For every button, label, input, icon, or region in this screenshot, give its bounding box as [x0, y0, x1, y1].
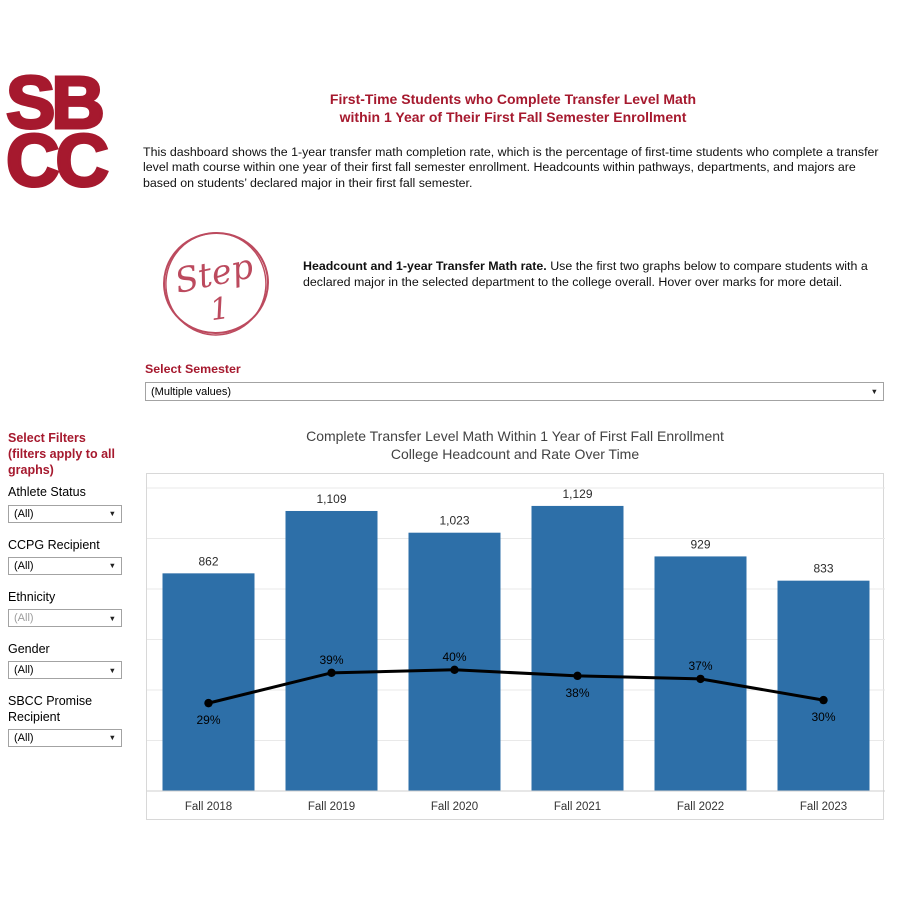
- filter-block: Gender (All) ▼: [8, 642, 128, 680]
- filter-block: Athlete Status (All) ▼: [8, 485, 128, 523]
- chevron-down-icon: ▼: [870, 387, 878, 396]
- page-title-line2: within 1 Year of Their First Fall Semest…: [339, 109, 687, 126]
- rate-point-fall-2023[interactable]: [819, 695, 828, 705]
- filter-dropdown-athlete-status[interactable]: (All) ▼: [8, 504, 122, 523]
- step-circle-outline-2: [165, 232, 267, 336]
- filter-block: SBCC Promise Recipient (All) ▼: [8, 694, 128, 747]
- rate-label-fall-2021: 38%: [565, 686, 589, 700]
- headcount-rate-chart-panel: 862 1,109 1,023 1,129 929 833 29% 39% 40% 38% 37% 3…: [146, 473, 885, 820]
- rate-point-fall-2018[interactable]: [204, 698, 213, 708]
- filter-label-ccpg-recipient: CCPG Recipient: [8, 537, 100, 552]
- step-1-badge: Step 1: [160, 227, 272, 339]
- filter-dropdown-value: (All): [14, 664, 34, 677]
- chart-title-line1: Complete Transfer Level Math Within 1 Ye…: [306, 428, 724, 444]
- filter-label-gender: Gender: [8, 642, 50, 656]
- chevron-down-icon: ▼: [108, 665, 116, 675]
- step-heading: Headcount and 1-year Transfer Math rate.: [303, 259, 547, 273]
- chart-title: Complete Transfer Level Math Within 1 Ye…: [146, 428, 884, 463]
- select-filters-title: Select Filters (filters apply to all gra…: [8, 431, 115, 477]
- filter-label-athlete-status: Athlete Status: [8, 485, 86, 500]
- chevron-down-icon: ▼: [108, 733, 116, 743]
- x-axis-label-fall-2023: Fall 2023: [800, 801, 847, 813]
- chart-title-line2: College Headcount and Rate Over Time: [390, 445, 640, 462]
- filter-dropdown-ccpg-recipient[interactable]: (All) ▼: [8, 556, 122, 575]
- x-axis-label-fall-2019: Fall 2019: [308, 801, 355, 813]
- chevron-down-icon: ▼: [108, 561, 116, 571]
- x-axis-label-fall-2020: Fall 2020: [431, 801, 478, 813]
- sbcc-logo: SB CC: [5, 61, 111, 203]
- rate-point-fall-2022[interactable]: [696, 674, 705, 684]
- bar-value-label-fall-2019: 1,109: [316, 492, 346, 506]
- bar-value-label-fall-2021: 1,129: [562, 487, 592, 501]
- semester-dropdown[interactable]: (Multiple values) ▼: [145, 382, 884, 401]
- rate-line: [208, 668, 824, 705]
- semester-dropdown-value: (Multiple values): [151, 385, 232, 398]
- rate-label-fall-2022: 37%: [688, 659, 712, 673]
- logo-line-sb: SB: [5, 61, 107, 144]
- filter-block: CCPG Recipient (All) ▼: [8, 538, 128, 575]
- rate-point-fall-2019[interactable]: [327, 668, 336, 678]
- headcount-rate-chart: 862 1,109 1,023 1,129 929 833 29% 39% 40% 38% 37% 3…: [147, 487, 885, 813]
- bar-value-label-fall-2020: 1,023: [439, 514, 469, 528]
- dashboard-description: This dashboard shows the 1-year transfer…: [143, 145, 879, 190]
- step-body: Use the first two graphs below to compar…: [303, 259, 868, 289]
- page-title-line1: First-Time Students who Complete Transfe…: [329, 91, 697, 107]
- bar-fall-2022[interactable]: [654, 556, 747, 791]
- filter-dropdown-sbcc-promise-recipient[interactable]: (All) ▼: [8, 728, 122, 747]
- filter-dropdown-value: (All): [14, 559, 34, 572]
- step-1-instructions: Headcount and 1-year Transfer Math rate.…: [303, 259, 887, 291]
- bar-fall-2020[interactable]: [408, 532, 501, 791]
- bar-fall-2023[interactable]: [777, 580, 870, 791]
- bar-fall-2018[interactable]: [162, 573, 255, 791]
- page-title: First-Time Students who Complete Transfe…: [143, 90, 883, 126]
- filter-block: Ethnicity (All) ▼: [8, 590, 128, 627]
- x-axis-label-fall-2022: Fall 2022: [677, 801, 724, 813]
- rate-label-fall-2019: 39%: [319, 653, 343, 667]
- bar-fall-2019[interactable]: [285, 510, 378, 791]
- chevron-down-icon: ▼: [108, 613, 116, 623]
- filters-sidebar: Select Filters (filters apply to all gra…: [8, 431, 128, 747]
- rate-label-fall-2020: 40%: [442, 650, 466, 664]
- select-semester-label: Select Semester: [145, 362, 241, 376]
- filter-dropdown-ethnicity[interactable]: (All) ▼: [8, 609, 122, 627]
- bar-fall-2021[interactable]: [531, 505, 624, 791]
- logo-line-cc: CC: [5, 119, 111, 203]
- rate-label-fall-2023: 30%: [811, 710, 835, 724]
- step-number: 1: [208, 291, 232, 328]
- filter-label-ethnicity: Ethnicity: [8, 589, 56, 604]
- rate-point-fall-2020[interactable]: [450, 665, 459, 674]
- rate-point-fall-2021[interactable]: [573, 671, 582, 681]
- bar-value-label-fall-2022: 929: [690, 537, 710, 551]
- filter-label-sbcc-promise-recipient: SBCC Promise Recipient: [8, 694, 93, 724]
- filter-dropdown-value: (All): [14, 731, 34, 744]
- filter-dropdown-gender[interactable]: (All) ▼: [8, 661, 122, 680]
- x-axis-label-fall-2018: Fall 2018: [185, 801, 232, 813]
- bar-value-label-fall-2018: 862: [198, 554, 218, 568]
- filter-dropdown-value: (All): [14, 507, 34, 520]
- filter-dropdown-value: (All): [14, 612, 34, 624]
- filters-list: Athlete Status (All) ▼ CCPG Recipient (A…: [8, 485, 128, 747]
- rate-label-fall-2018: 29%: [196, 713, 220, 727]
- x-axis-label-fall-2021: Fall 2021: [554, 801, 601, 813]
- bar-value-label-fall-2023: 833: [813, 562, 833, 576]
- chevron-down-icon: ▼: [108, 509, 116, 518]
